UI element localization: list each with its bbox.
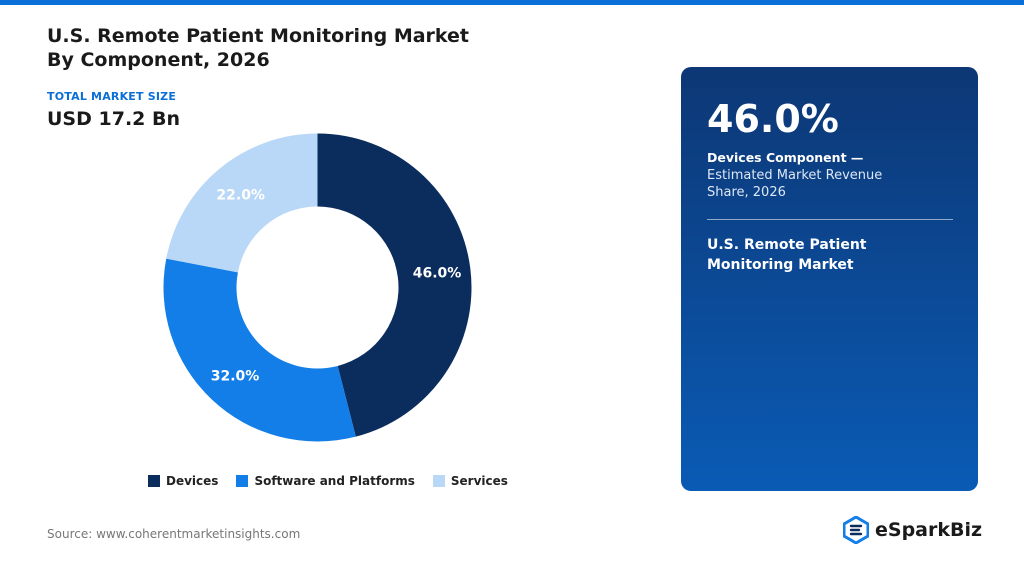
legend-item: Services xyxy=(432,474,508,488)
donut-chart-svg: 46.0% 32.0% 22.0% xyxy=(163,133,472,442)
legend-swatch xyxy=(432,475,445,487)
panel-divider xyxy=(707,219,953,220)
donut-chart: 46.0% 32.0% 22.0% xyxy=(150,120,485,455)
legend-swatch xyxy=(148,475,160,487)
donut-slice-software-and-platforms xyxy=(163,258,356,442)
legend-label: Devices xyxy=(166,474,219,488)
espark-logo-icon xyxy=(843,516,869,544)
highlight-subtitle: U.S. Remote Patient Monitoring Market xyxy=(707,237,867,273)
top-accent-bar xyxy=(0,0,1024,5)
highlight-value: 46.0% xyxy=(707,97,839,141)
market-size-label: TOTAL MARKET SIZE xyxy=(47,90,177,103)
highlight-panel: 46.0% Devices Component — Estimated Mark… xyxy=(681,67,978,491)
chart-legend: Devices Software and Platforms Services xyxy=(148,474,526,488)
donut-label-software-and-platforms: 32.0% xyxy=(211,368,260,384)
legend-label: Software and Platforms xyxy=(254,474,415,488)
donut-label-devices: 46.0% xyxy=(413,265,462,281)
donut-label-services: 22.0% xyxy=(216,188,265,204)
market-size-value: USD 17.2 Bn xyxy=(47,108,180,130)
highlight-label: Devices Component — xyxy=(707,150,864,165)
brand-logo: eSparkBiz xyxy=(843,516,982,544)
legend-swatch xyxy=(236,475,249,487)
donut-slice-services xyxy=(166,133,318,273)
legend-item: Devices xyxy=(148,474,218,488)
chart-title-line2: By Component, 2026 xyxy=(47,49,270,71)
brand-name: eSparkBiz xyxy=(875,519,983,541)
legend-item: Software and Platforms xyxy=(236,474,415,488)
chart-title: U.S. Remote Patient Monitoring Market By… xyxy=(47,24,607,72)
source-note: Source: www.coherentmarketinsights.com xyxy=(47,527,301,541)
chart-title-line1: U.S. Remote Patient Monitoring Market xyxy=(47,25,470,47)
highlight-description: Estimated Market Revenue Share, 2026 xyxy=(707,168,883,200)
donut-slice-devices xyxy=(317,133,472,437)
legend-label: Services xyxy=(450,474,508,488)
